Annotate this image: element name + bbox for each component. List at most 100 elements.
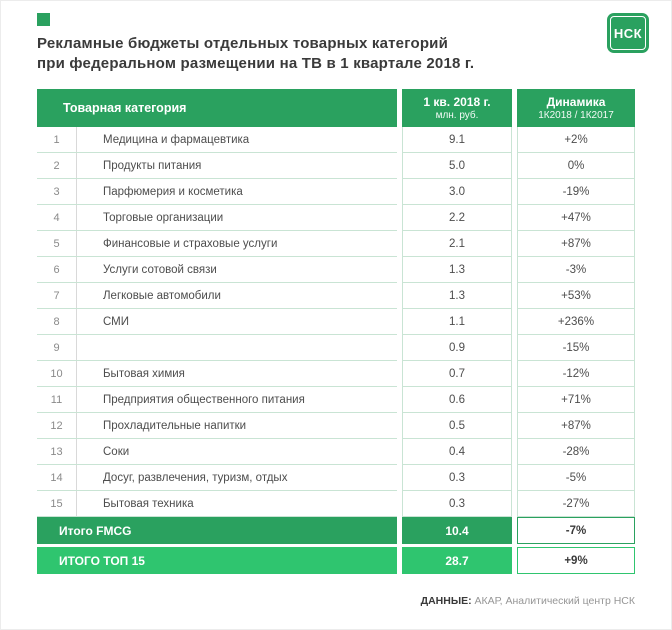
row-number: 9 bbox=[37, 335, 77, 360]
row-category: Бытовая техника bbox=[103, 497, 194, 510]
col-header-dynamics-line2: 1К2018 / 1К2017 bbox=[538, 109, 614, 121]
row-number: 15 bbox=[37, 491, 77, 516]
total-fmcg-label: Итого FMCG bbox=[37, 517, 397, 544]
row-dynamics: -19% bbox=[517, 179, 635, 205]
row-category: Медицина и фармацевтика bbox=[103, 133, 250, 146]
table-row: 8 СМИ 1.1 +236% bbox=[37, 309, 635, 335]
row-category: Парфюмерия и косметика bbox=[103, 185, 243, 198]
row-dynamics: -28% bbox=[517, 439, 635, 465]
row-dynamics: -15% bbox=[517, 335, 635, 361]
page-title: Рекламные бюджеты отдельных товарных кат… bbox=[37, 34, 577, 74]
table-row: 11 Предприятия общественного питания 0.6… bbox=[37, 387, 635, 413]
row-category: Финансовые и страховые услуги bbox=[103, 237, 278, 250]
row-number: 11 bbox=[37, 387, 77, 412]
col-header-dynamics-line1: Динамика bbox=[546, 94, 606, 109]
row-value: 0.3 bbox=[402, 491, 512, 517]
row-category: Бытовая химия bbox=[103, 367, 185, 380]
row-value: 0.5 bbox=[402, 413, 512, 439]
source-note: ДАННЫЕ: АКАР, Аналитический центр НСК bbox=[421, 595, 635, 607]
row-category: СМИ bbox=[103, 315, 130, 328]
row-dynamics: +53% bbox=[517, 283, 635, 309]
total-row-fmcg: Итого FMCG 10.4 -7% bbox=[37, 517, 635, 544]
table-row: 15 Бытовая техника 0.3 -27% bbox=[37, 491, 635, 517]
row-category: Услуги сотовой связи bbox=[103, 263, 217, 276]
total-top15-value: 28.7 bbox=[402, 547, 512, 574]
row-value: 0.7 bbox=[402, 361, 512, 387]
row-dynamics: +71% bbox=[517, 387, 635, 413]
source-note-label: ДАННЫЕ: bbox=[420, 595, 472, 607]
col-header-value: 1 кв. 2018 г. млн. руб. bbox=[402, 89, 512, 127]
row-left-block: 10 Бытовая химия bbox=[37, 361, 397, 387]
row-number: 5 bbox=[37, 231, 77, 256]
title-line-2: при федеральном размещении на ТВ в 1 ква… bbox=[37, 55, 475, 72]
row-dynamics: -5% bbox=[517, 465, 635, 491]
title-line-1: Рекламные бюджеты отдельных товарных кат… bbox=[37, 35, 449, 52]
row-left-block: 15 Бытовая техника bbox=[37, 491, 397, 517]
table-row: 13 Соки 0.4 -28% bbox=[37, 439, 635, 465]
row-left-block: 5 Финансовые и страховые услуги bbox=[37, 231, 397, 257]
row-dynamics: -12% bbox=[517, 361, 635, 387]
row-number: 4 bbox=[37, 205, 77, 230]
row-left-block: 8 СМИ bbox=[37, 309, 397, 335]
total-fmcg-dynamics: -7% bbox=[517, 517, 635, 544]
row-value: 1.3 bbox=[402, 257, 512, 283]
row-number: 13 bbox=[37, 439, 77, 464]
row-left-block: 14 Досуг, развлечения, туризм, отдых bbox=[37, 465, 397, 491]
row-category: Прохладительные напитки bbox=[103, 419, 247, 432]
corner-accent-square bbox=[37, 13, 50, 26]
row-category bbox=[77, 335, 397, 360]
row-left-block: 9 bbox=[37, 335, 397, 361]
row-value: 3.0 bbox=[402, 179, 512, 205]
table-row: 9 0.9 -15% bbox=[37, 335, 635, 361]
row-left-block: 12 Прохладительные напитки bbox=[37, 413, 397, 439]
row-number: 2 bbox=[37, 153, 77, 178]
row-left-block: 2 Продукты питания bbox=[37, 153, 397, 179]
row-value: 2.2 bbox=[402, 205, 512, 231]
source-note-text: АКАР, Аналитический центр НСК bbox=[474, 595, 635, 607]
row-dynamics: +47% bbox=[517, 205, 635, 231]
row-value: 0.9 bbox=[402, 335, 512, 361]
table-row: 4 Торговые организации 2.2 +47% bbox=[37, 205, 635, 231]
table-body: 1 Медицина и фармацевтика 9.1 +2% 2 Прод… bbox=[37, 127, 635, 517]
row-value: 1.1 bbox=[402, 309, 512, 335]
col-header-dynamics: Динамика 1К2018 / 1К2017 bbox=[517, 89, 635, 127]
row-value: 0.3 bbox=[402, 465, 512, 491]
col-header-value-line1: 1 кв. 2018 г. bbox=[423, 94, 491, 109]
header: Рекламные бюджеты отдельных товарных кат… bbox=[1, 1, 671, 74]
total-fmcg-value: 10.4 bbox=[402, 517, 512, 544]
row-left-block: 4 Торговые организации bbox=[37, 205, 397, 231]
row-dynamics: +2% bbox=[517, 127, 635, 153]
table-row: 14 Досуг, развлечения, туризм, отдых 0.3… bbox=[37, 465, 635, 491]
table-row: 3 Парфюмерия и косметика 3.0 -19% bbox=[37, 179, 635, 205]
row-left-block: 7 Легковые автомобили bbox=[37, 283, 397, 309]
row-value: 9.1 bbox=[402, 127, 512, 153]
col-header-category: Товарная категория bbox=[37, 89, 397, 127]
row-number: 10 bbox=[37, 361, 77, 386]
row-category: Легковые автомобили bbox=[103, 289, 221, 302]
table-row: 2 Продукты питания 5.0 0% bbox=[37, 153, 635, 179]
table-row: 6 Услуги сотовой связи 1.3 -3% bbox=[37, 257, 635, 283]
row-dynamics: +87% bbox=[517, 413, 635, 439]
row-category: Торговые организации bbox=[103, 211, 224, 224]
table-header-row: Товарная категория 1 кв. 2018 г. млн. ру… bbox=[37, 89, 635, 127]
row-value: 0.6 bbox=[402, 387, 512, 413]
row-dynamics: +87% bbox=[517, 231, 635, 257]
row-number: 12 bbox=[37, 413, 77, 438]
row-value: 5.0 bbox=[402, 153, 512, 179]
row-dynamics: -27% bbox=[517, 491, 635, 517]
row-left-block: 13 Соки bbox=[37, 439, 397, 465]
table-row: 1 Медицина и фармацевтика 9.1 +2% bbox=[37, 127, 635, 153]
row-left-block: 1 Медицина и фармацевтика bbox=[37, 127, 397, 153]
row-left-block: 3 Парфюмерия и косметика bbox=[37, 179, 397, 205]
row-number: 7 bbox=[37, 283, 77, 308]
row-dynamics: +236% bbox=[517, 309, 635, 335]
col-header-value-line2: млн. руб. bbox=[435, 109, 479, 121]
row-number: 14 bbox=[37, 465, 77, 490]
nsk-logo: НСК bbox=[607, 13, 649, 53]
row-value: 0.4 bbox=[402, 439, 512, 465]
row-left-block: 11 Предприятия общественного питания bbox=[37, 387, 397, 413]
total-row-top15: ИТОГО ТОП 15 28.7 +9% bbox=[37, 547, 635, 574]
row-number: 3 bbox=[37, 179, 77, 204]
nsk-logo-text: НСК bbox=[610, 16, 646, 50]
total-top15-dynamics: +9% bbox=[517, 547, 635, 574]
